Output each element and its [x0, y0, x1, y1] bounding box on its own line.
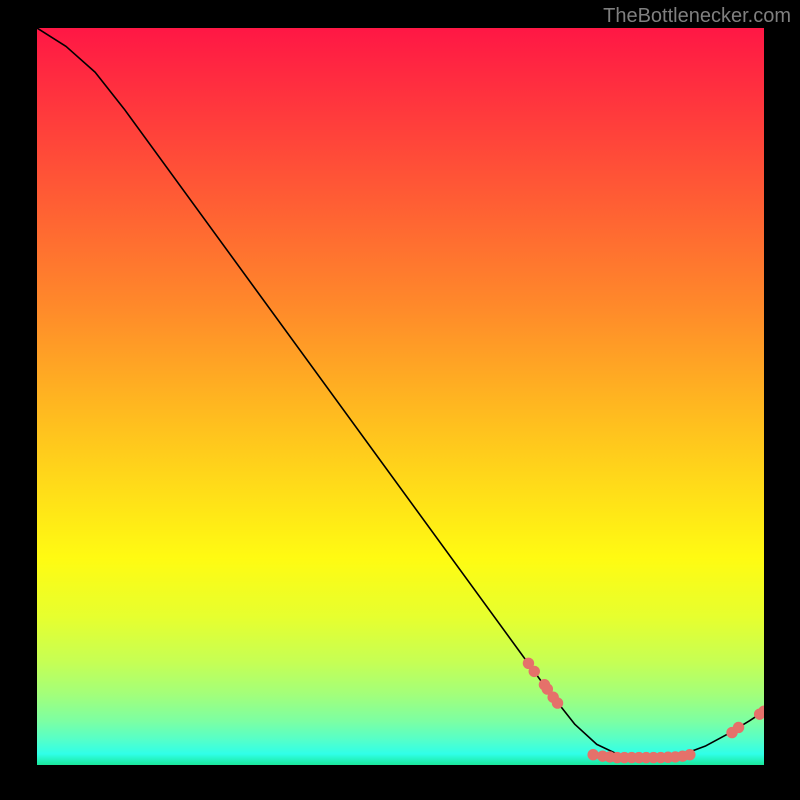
chart-svg: [37, 28, 764, 765]
watermark-text: TheBottlenecker.com: [603, 5, 791, 28]
chart-area: [37, 28, 764, 765]
marker-dot: [552, 698, 562, 708]
marker-dot: [733, 722, 743, 732]
viewport: TheBottlenecker.com: [0, 0, 800, 800]
marker-dot: [588, 749, 598, 759]
marker-dot: [529, 666, 539, 676]
marker-dot: [685, 749, 695, 759]
